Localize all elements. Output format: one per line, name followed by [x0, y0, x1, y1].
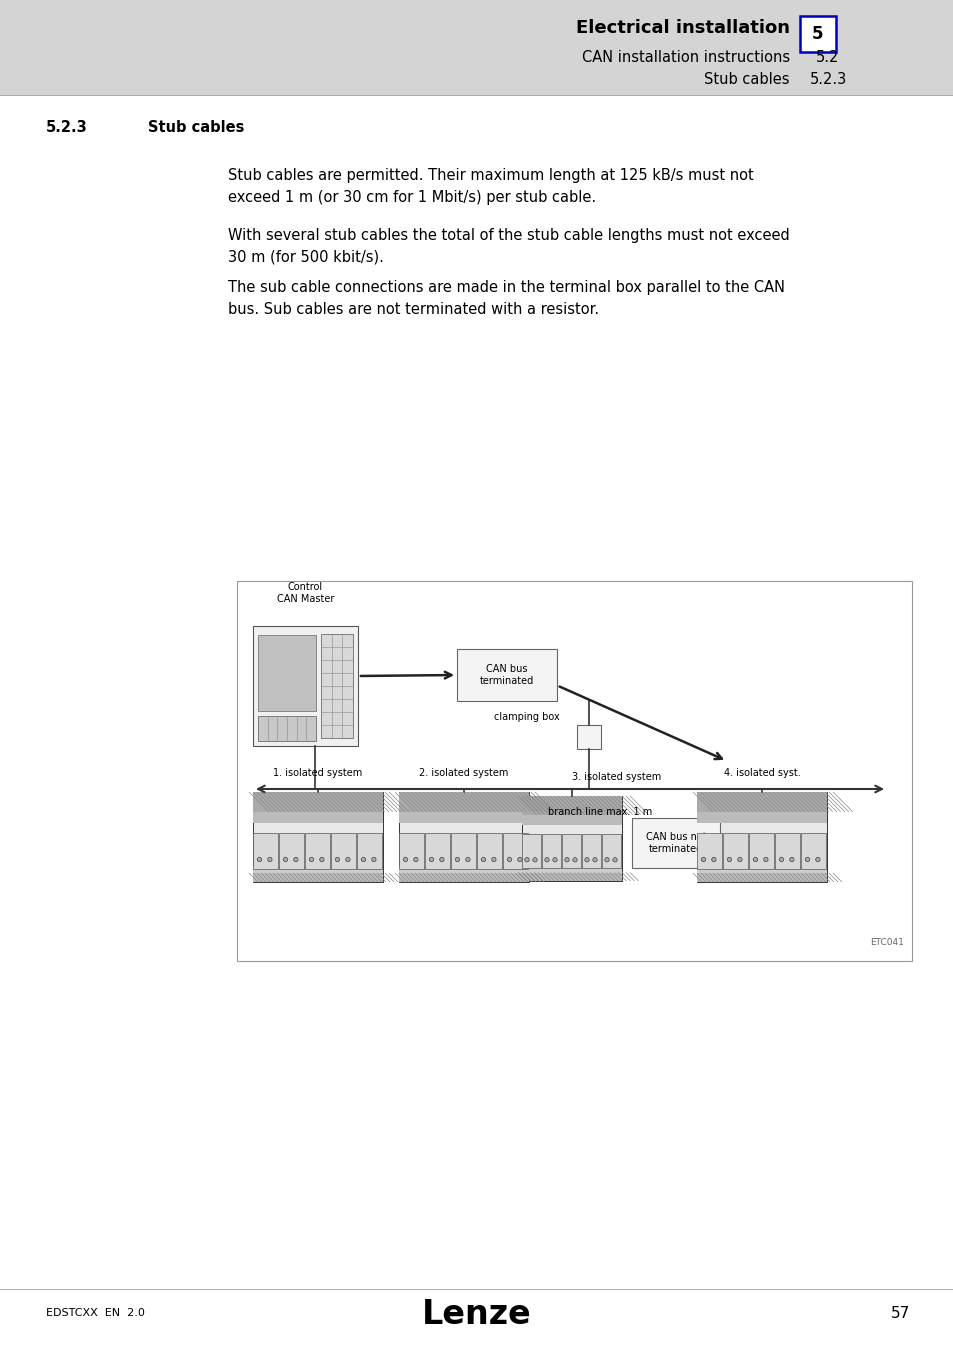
Circle shape — [544, 858, 549, 862]
Bar — [602, 835, 620, 869]
Text: 2. isolated system: 2. isolated system — [419, 767, 508, 778]
Bar — [320, 634, 353, 738]
Circle shape — [429, 858, 434, 862]
Bar — [521, 866, 621, 873]
Text: 57: 57 — [890, 1305, 909, 1320]
Bar — [257, 635, 315, 711]
Circle shape — [524, 858, 529, 862]
Bar — [697, 792, 826, 812]
Circle shape — [361, 858, 365, 862]
Bar — [253, 812, 382, 823]
Circle shape — [335, 858, 339, 862]
Circle shape — [268, 858, 272, 862]
Text: 3. isolated system: 3. isolated system — [572, 771, 660, 782]
Circle shape — [309, 858, 314, 862]
Circle shape — [319, 858, 324, 862]
Circle shape — [465, 858, 470, 862]
Bar — [398, 873, 529, 882]
Circle shape — [572, 858, 577, 862]
Bar — [521, 815, 621, 825]
Text: With several stub cables the total of the stub cable lengths must not exceed
30 : With several stub cables the total of th… — [228, 228, 789, 265]
Circle shape — [763, 858, 767, 862]
Bar — [503, 832, 528, 869]
Text: Stub cables are permitted. Their maximum length at 125 kB/s must not
exceed 1 m : Stub cables are permitted. Their maximum… — [228, 168, 753, 204]
Bar — [398, 792, 529, 882]
Bar — [522, 835, 541, 869]
Bar — [697, 812, 826, 823]
Bar — [722, 832, 748, 869]
Circle shape — [491, 858, 496, 862]
Text: Stub cables: Stub cables — [148, 120, 244, 135]
Text: EDSTCXX  EN  2.0: EDSTCXX EN 2.0 — [46, 1308, 145, 1319]
Bar — [477, 832, 502, 869]
Bar — [253, 792, 382, 882]
Text: Control
CAN Master: Control CAN Master — [276, 581, 334, 604]
Bar — [521, 796, 621, 815]
Circle shape — [804, 858, 809, 862]
FancyBboxPatch shape — [577, 725, 600, 748]
FancyBboxPatch shape — [0, 0, 953, 95]
Bar — [697, 792, 826, 882]
Bar — [582, 835, 601, 869]
Bar — [253, 873, 382, 882]
Bar — [253, 866, 382, 873]
Bar — [697, 873, 826, 882]
Text: 1. isolated system: 1. isolated system — [274, 767, 362, 778]
Circle shape — [414, 858, 417, 862]
Circle shape — [552, 858, 557, 862]
Circle shape — [283, 858, 288, 862]
Bar — [451, 832, 476, 869]
Text: 5.2.3: 5.2.3 — [46, 120, 88, 135]
Text: CAN installation instructions: CAN installation instructions — [581, 50, 789, 65]
Circle shape — [403, 858, 407, 862]
Circle shape — [564, 858, 569, 862]
Circle shape — [711, 858, 716, 862]
Bar — [398, 812, 529, 823]
Bar — [331, 832, 356, 869]
Bar — [305, 832, 330, 869]
FancyBboxPatch shape — [236, 581, 911, 961]
Circle shape — [612, 858, 617, 862]
Circle shape — [345, 858, 350, 862]
Circle shape — [815, 858, 820, 862]
Text: 5: 5 — [811, 26, 822, 43]
FancyBboxPatch shape — [631, 819, 720, 869]
Circle shape — [737, 858, 741, 862]
FancyBboxPatch shape — [456, 648, 557, 701]
Bar — [697, 866, 826, 873]
Circle shape — [294, 858, 297, 862]
Circle shape — [604, 858, 609, 862]
Circle shape — [753, 858, 757, 862]
Bar — [521, 873, 621, 881]
Bar — [542, 835, 561, 869]
Bar — [279, 832, 304, 869]
Text: CAN bus not
terminated: CAN bus not terminated — [645, 832, 705, 854]
Bar — [253, 832, 278, 869]
Bar — [253, 792, 382, 812]
Bar — [357, 832, 382, 869]
Circle shape — [584, 858, 589, 862]
Bar — [425, 832, 450, 869]
Text: Electrical installation: Electrical installation — [576, 19, 789, 36]
Bar — [521, 796, 621, 881]
Circle shape — [439, 858, 444, 862]
Circle shape — [455, 858, 459, 862]
Circle shape — [700, 858, 705, 862]
Circle shape — [532, 858, 537, 862]
Bar — [562, 835, 581, 869]
Circle shape — [789, 858, 793, 862]
Bar — [697, 832, 721, 869]
Text: 5.2.3: 5.2.3 — [808, 72, 845, 86]
Text: Lenze: Lenze — [421, 1298, 532, 1332]
Circle shape — [592, 858, 597, 862]
Circle shape — [372, 858, 375, 862]
Text: Stub cables: Stub cables — [703, 72, 789, 86]
FancyBboxPatch shape — [800, 16, 835, 51]
Circle shape — [726, 858, 731, 862]
Text: branch line max. 1 m: branch line max. 1 m — [547, 807, 652, 817]
FancyBboxPatch shape — [253, 626, 357, 746]
Bar — [398, 866, 529, 873]
Bar — [398, 792, 529, 812]
Bar — [399, 832, 424, 869]
